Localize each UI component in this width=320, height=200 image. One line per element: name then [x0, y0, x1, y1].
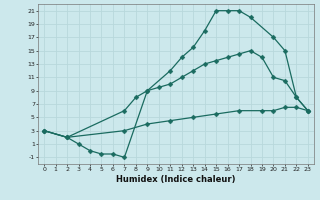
- X-axis label: Humidex (Indice chaleur): Humidex (Indice chaleur): [116, 175, 236, 184]
